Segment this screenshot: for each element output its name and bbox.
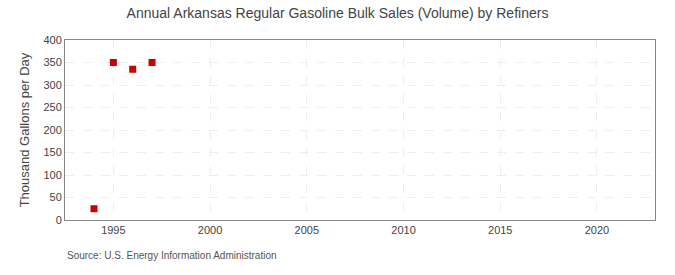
svg-text:2015: 2015 <box>488 224 512 236</box>
svg-text:2010: 2010 <box>391 224 415 236</box>
svg-text:2005: 2005 <box>295 224 319 236</box>
svg-text:50: 50 <box>50 191 62 203</box>
svg-text:250: 250 <box>43 101 61 113</box>
svg-text:1995: 1995 <box>101 224 125 236</box>
svg-text:Source: U.S. Energy Informatio: Source: U.S. Energy Information Administ… <box>67 250 277 261</box>
svg-text:2000: 2000 <box>198 224 222 236</box>
svg-text:350: 350 <box>43 56 61 68</box>
svg-text:400: 400 <box>43 34 61 46</box>
svg-text:100: 100 <box>43 169 61 181</box>
svg-text:150: 150 <box>43 146 61 158</box>
svg-text:2020: 2020 <box>585 224 609 236</box>
svg-text:200: 200 <box>43 124 61 136</box>
svg-text:300: 300 <box>43 79 61 91</box>
svg-text:Thousand Gallons per Day: Thousand Gallons per Day <box>17 52 32 207</box>
svg-text:0: 0 <box>56 214 62 226</box>
svg-text:Annual Arkansas Regular Gasoli: Annual Arkansas Regular Gasoline Bulk Sa… <box>127 5 549 21</box>
